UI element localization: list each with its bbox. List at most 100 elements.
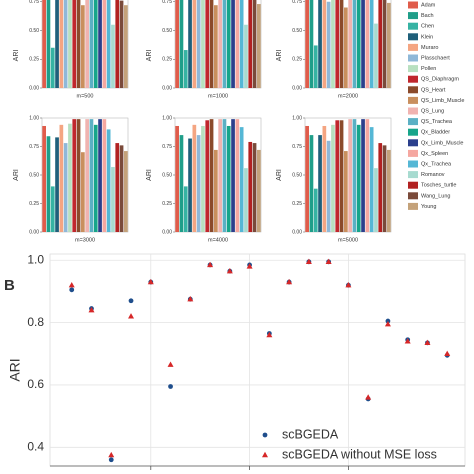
bar (124, 151, 128, 232)
bar (361, 0, 365, 88)
y-tick-label: 0.75 (162, 144, 172, 150)
bar (248, 0, 253, 88)
legend-label: Young (421, 204, 436, 210)
legend-label: QS_Heart (421, 87, 446, 93)
bar (352, 119, 357, 232)
bar (331, 0, 335, 89)
legend-swatch (408, 22, 418, 30)
bar (352, 0, 357, 88)
bar (382, 0, 387, 88)
bar (382, 145, 387, 232)
bar (252, 0, 257, 89)
legend-label: Pollen (421, 66, 436, 72)
y-axis-label: ARI (146, 50, 153, 62)
bar (335, 120, 340, 232)
bar (226, 125, 231, 232)
bar (42, 125, 46, 232)
bar (361, 119, 365, 232)
bar (369, 127, 374, 232)
y-axis-label: ARI (146, 169, 153, 181)
plot-panel (304, 0, 392, 89)
bar (175, 125, 179, 232)
bar (252, 143, 257, 232)
legend-swatch (408, 139, 418, 147)
bar (214, 5, 218, 89)
legend-label: QS_Trachea (421, 119, 453, 125)
bar (309, 135, 314, 232)
legend-label: Chen (421, 24, 434, 30)
point (345, 281, 352, 288)
legend-swatch (408, 181, 418, 189)
bar (348, 0, 352, 88)
bar (356, 0, 361, 88)
bar (50, 186, 55, 232)
x-axis-label: m=500 (77, 93, 94, 99)
y-tick-label: 0.25 (162, 201, 172, 207)
y-tick-label: 0.50 (162, 28, 172, 34)
bar (387, 2, 391, 88)
y-tick-label: 0.6 (27, 377, 44, 391)
bar (339, 120, 344, 232)
point (286, 278, 293, 285)
y-tick-label: 1.00 (162, 115, 172, 121)
legend-label: Wang_Lung (421, 193, 450, 199)
bar (50, 47, 55, 88)
point (128, 313, 135, 319)
legend-label: Qx_Trachea (421, 161, 452, 167)
bar (89, 119, 94, 232)
panel-label: B (4, 277, 15, 294)
bar (374, 168, 378, 232)
y-tick-label: 0.75 (29, 0, 39, 5)
bar (201, 0, 205, 88)
bar (257, 4, 261, 88)
bar (344, 151, 348, 232)
legend-label: QS_Diaphragm (421, 77, 459, 83)
point (88, 306, 95, 313)
y-tick-label: 0.00 (29, 85, 39, 91)
bar (119, 145, 124, 232)
bar (179, 0, 184, 88)
legend-label: QS_Lung (421, 108, 444, 114)
bar (85, 119, 89, 232)
bar (115, 143, 120, 232)
y-tick-label: 0.75 (292, 0, 302, 5)
bar (55, 137, 59, 232)
point (207, 261, 214, 268)
bar (85, 0, 89, 88)
point (226, 267, 233, 274)
bar (218, 119, 222, 232)
y-tick-label: 0.50 (29, 28, 39, 34)
y-tick-label: 0.00 (29, 229, 39, 235)
legend-marker (262, 451, 268, 458)
bar (93, 124, 98, 232)
legend-label: Tosches_turtle (421, 183, 456, 189)
plot-panel (49, 253, 466, 467)
x-axis-label: m=1000 (208, 93, 228, 99)
y-tick-label: 1.00 (292, 115, 302, 121)
bar (257, 149, 261, 232)
bar (235, 119, 240, 232)
plot-panel (41, 117, 129, 233)
bar (231, 119, 235, 232)
bar (98, 119, 102, 232)
bar (179, 135, 184, 232)
bar (339, 0, 344, 88)
legend-swatch (408, 43, 418, 51)
y-tick-label: 0.00 (162, 229, 172, 235)
bar (222, 119, 227, 232)
x-axis-label: m=2000 (338, 93, 358, 99)
y-tick-label: 0.25 (29, 201, 39, 207)
legend-swatch (408, 1, 418, 9)
legend-label: Muraro (421, 45, 438, 51)
bar (369, 0, 374, 89)
point (68, 281, 75, 288)
bar (209, 119, 214, 232)
legend-swatch (408, 33, 418, 41)
point (424, 339, 431, 346)
bar (226, 0, 231, 89)
bar (218, 0, 222, 88)
point (404, 338, 411, 344)
bar (318, 0, 322, 89)
bar (318, 135, 322, 232)
